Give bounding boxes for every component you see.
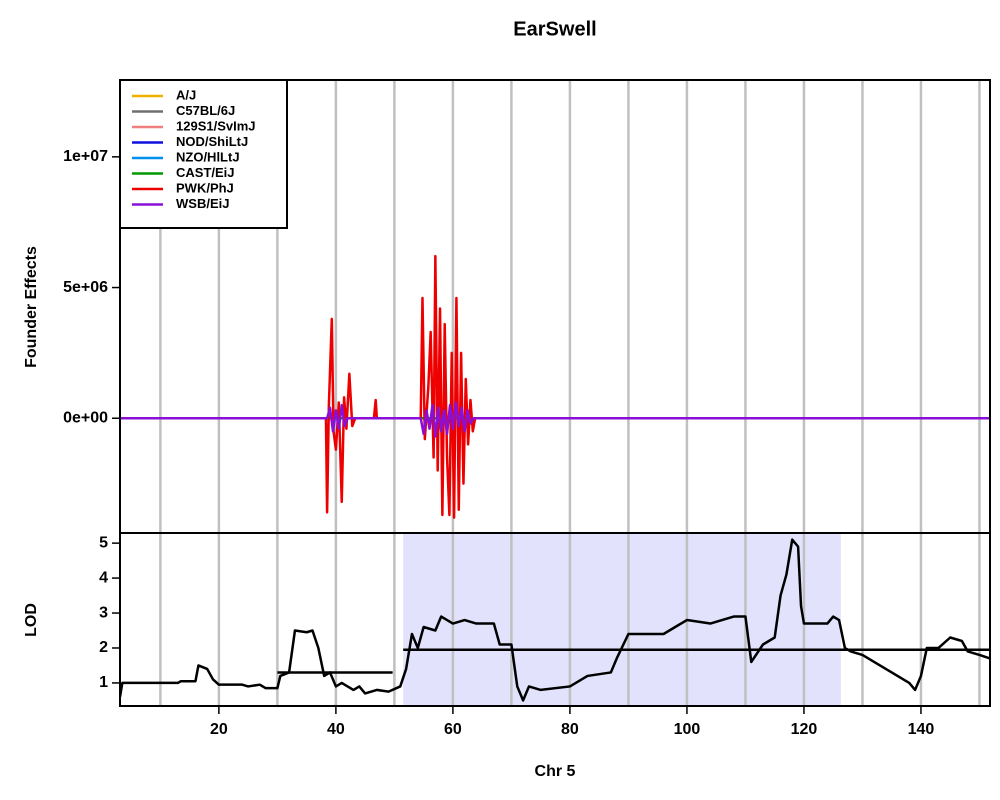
x-tick-label: 60 bbox=[444, 721, 462, 738]
y-axis-label: LOD bbox=[23, 603, 40, 637]
y-tick-label: 1 bbox=[99, 674, 108, 691]
y-tick-label: 3 bbox=[99, 604, 108, 621]
y-tick-label: 5 bbox=[99, 534, 108, 551]
y-tick-label: 4 bbox=[99, 569, 108, 586]
data-line bbox=[120, 538, 990, 702]
x-tick-label: 140 bbox=[908, 721, 935, 738]
y-axis-label: Founder Effects bbox=[23, 246, 40, 368]
legend-label: NOD/ShiLtJ bbox=[176, 134, 248, 149]
x-tick-label: 100 bbox=[674, 721, 701, 738]
legend-label: A/J bbox=[176, 87, 196, 102]
legend-label: CAST/EiJ bbox=[176, 165, 235, 180]
y-tick-label: 0e+00 bbox=[63, 409, 108, 426]
bottom-plot bbox=[120, 533, 990, 706]
top-plot bbox=[120, 80, 990, 533]
x-tick-label: 20 bbox=[210, 721, 228, 738]
legend-label: WSB/EiJ bbox=[176, 196, 229, 211]
data-line bbox=[120, 254, 990, 519]
x-axis-label: Chr 5 bbox=[535, 763, 576, 780]
highlight-region bbox=[403, 533, 841, 706]
x-tick-label: 80 bbox=[561, 721, 579, 738]
y-tick-label: 5e+06 bbox=[63, 279, 108, 296]
plot-frame bbox=[119, 532, 991, 707]
legend-label: NZO/HlLtJ bbox=[176, 149, 240, 164]
overlay: 0e+00 5e+06 1e+07 A/JC57BL/6J129S1/SvImJNOD… bbox=[63, 79, 991, 738]
legend-label: 129S1/SvImJ bbox=[176, 118, 256, 133]
data-line bbox=[120, 401, 990, 438]
y-tick-label: 2 bbox=[99, 639, 108, 656]
legend: A/JC57BL/6J129S1/SvImJNOD/ShiLtJNZO/HlLt… bbox=[119, 79, 288, 229]
legend-label: PWK/PhJ bbox=[176, 180, 234, 195]
chart-title: EarSwell bbox=[513, 18, 596, 40]
legend-label: C57BL/6J bbox=[176, 103, 235, 118]
x-tick-label: 40 bbox=[327, 721, 345, 738]
x-tick-label: 120 bbox=[791, 721, 818, 738]
y-tick-label: 1e+07 bbox=[63, 148, 108, 165]
